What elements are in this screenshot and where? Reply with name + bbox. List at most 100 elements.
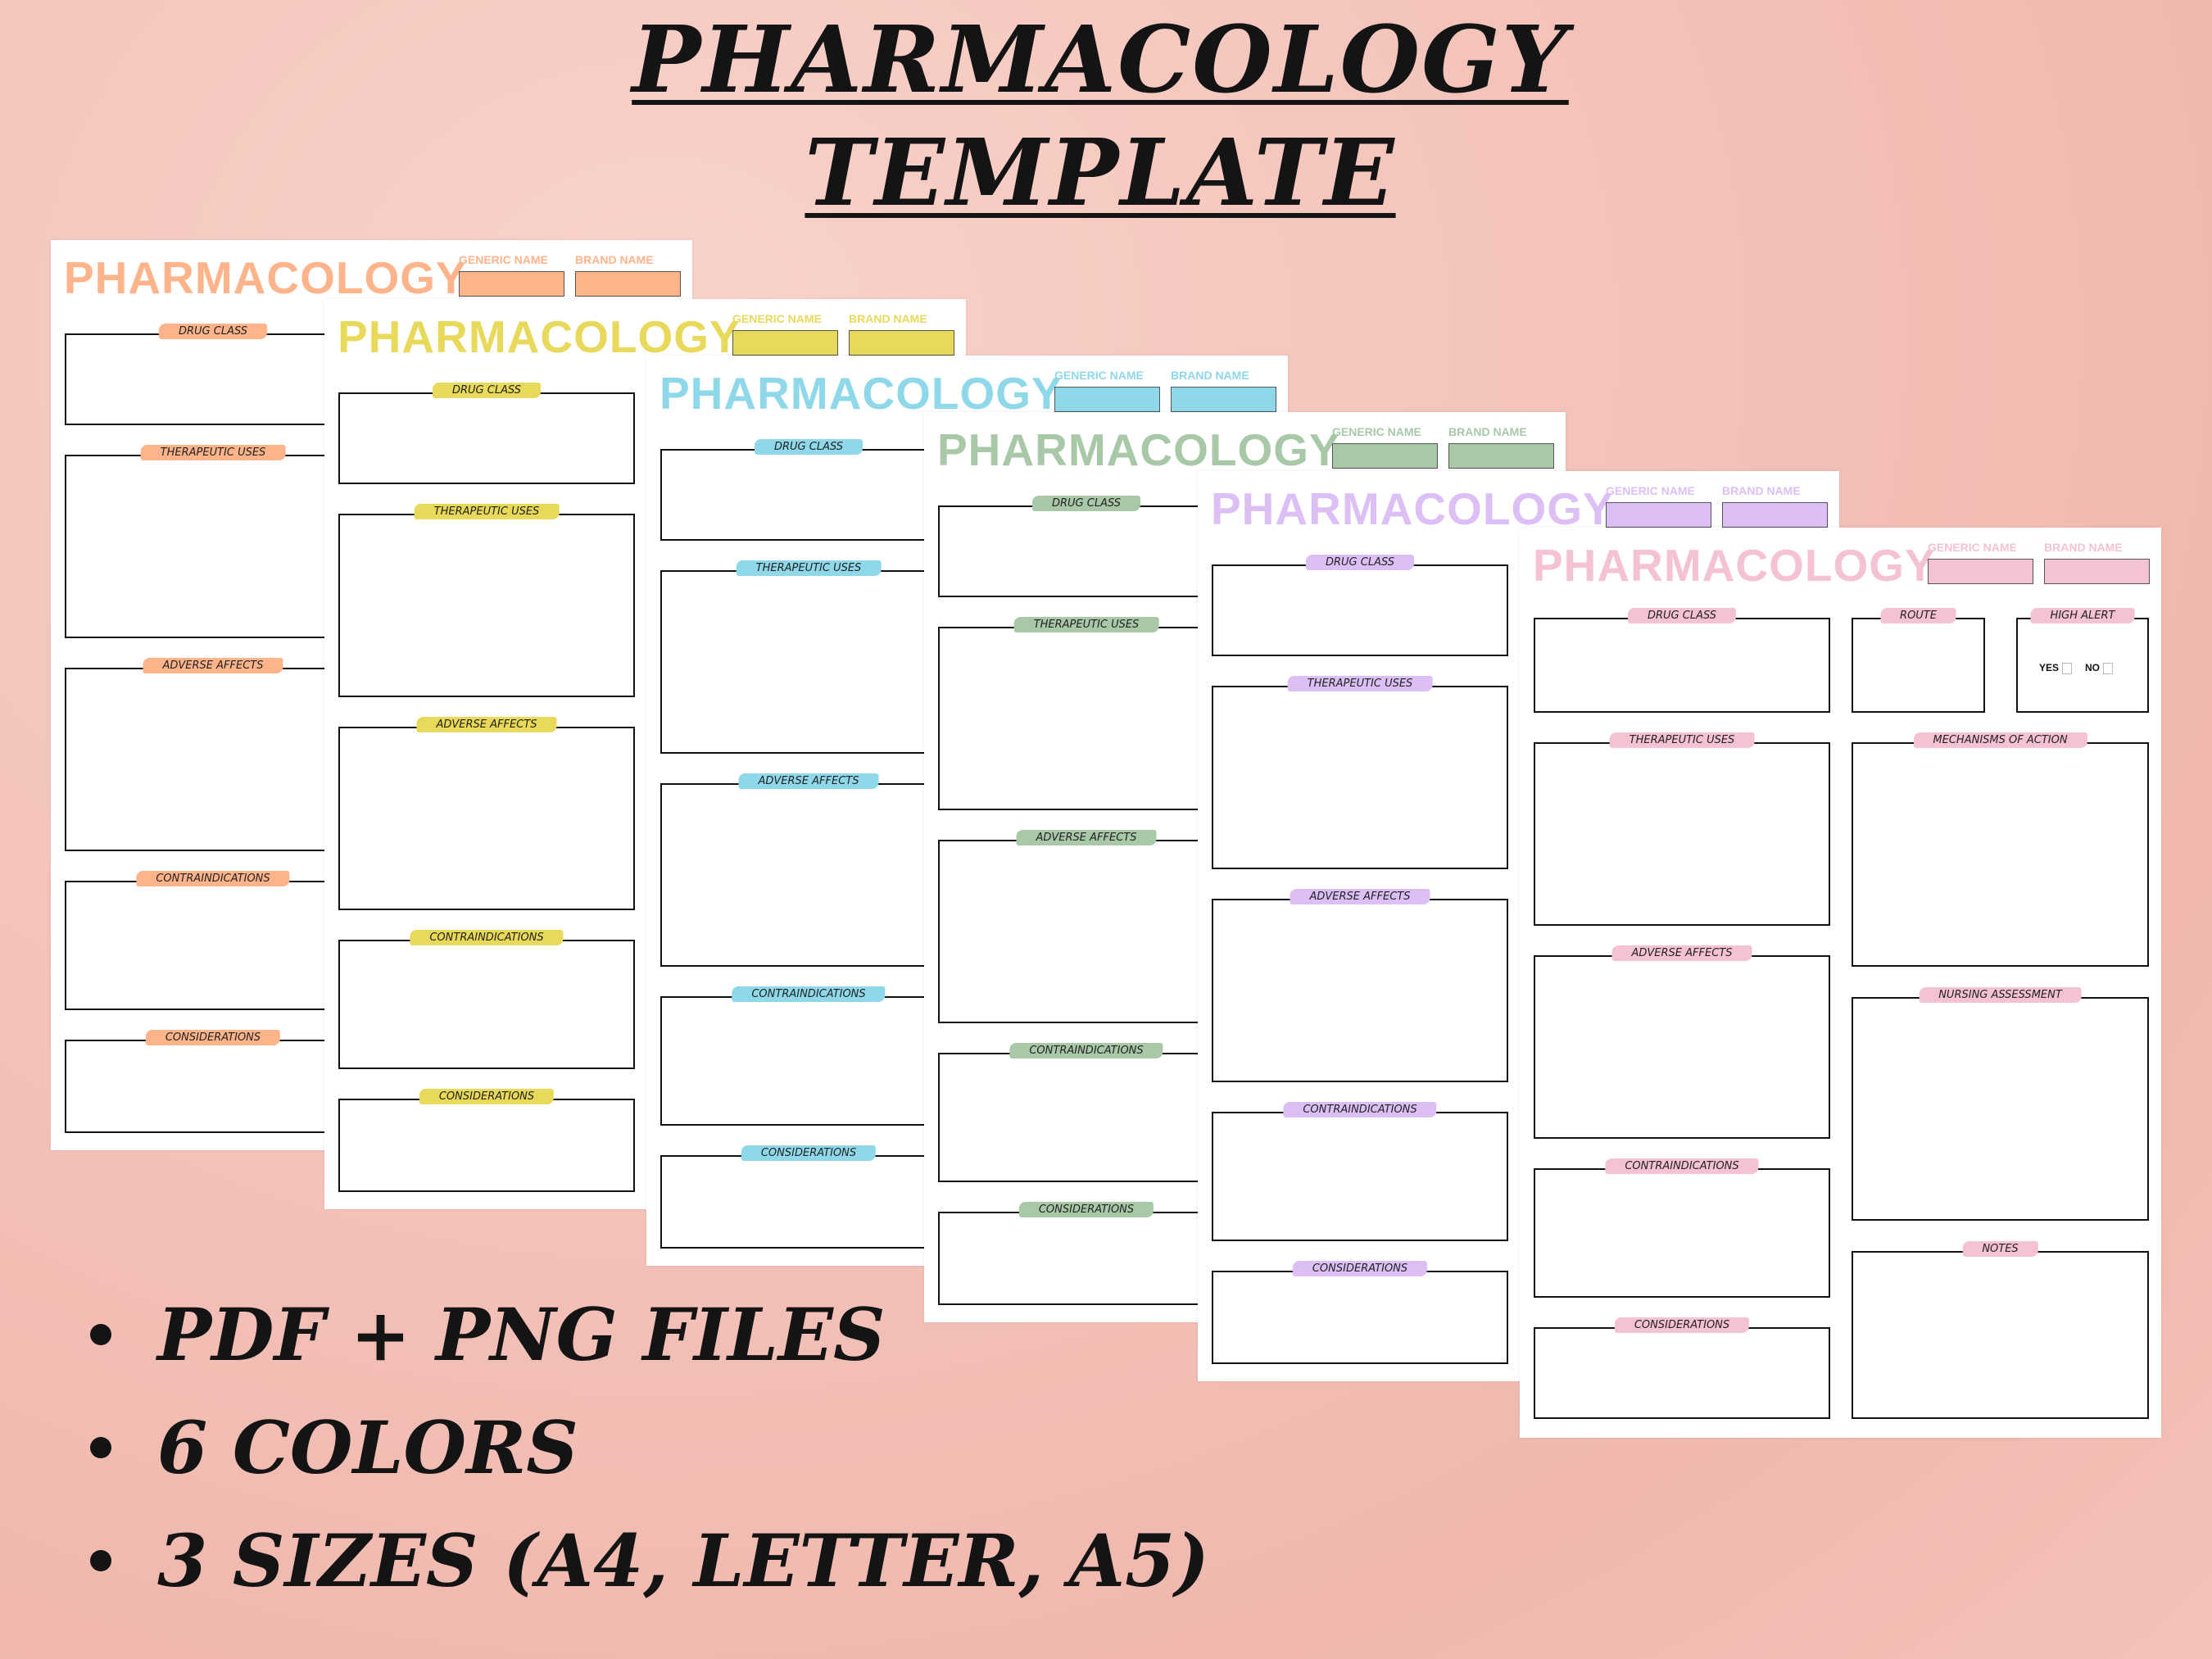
section-label: CONSIDERATIONS — [1292, 1261, 1428, 1276]
section-box[interactable]: THERAPEUTIC USES — [65, 445, 361, 638]
section-label: DRUG CLASS — [1031, 496, 1141, 511]
section-label: DRUG CLASS — [754, 439, 863, 455]
section-box[interactable]: CONSIDERATIONS — [65, 1030, 361, 1133]
headline-line-1: PHARMACOLOGY — [632, 7, 1569, 114]
section-label: CONTRAINDICATIONS — [1009, 1043, 1163, 1058]
brand-name-field[interactable] — [575, 271, 681, 297]
section-label: NURSING ASSESSMENT — [1919, 987, 2082, 1003]
section-label: CONSIDERATIONS — [145, 1030, 281, 1045]
yes-label: YES — [2038, 662, 2059, 673]
section-box[interactable]: ADVERSE AFFECTS — [338, 717, 635, 910]
section-box[interactable]: DRUG CLASS — [65, 324, 361, 425]
headline-line-2: TEMPLATE — [805, 120, 1396, 227]
section-label: ROUTE — [1880, 608, 1956, 623]
generic-name-field[interactable] — [1928, 559, 2033, 584]
section-label: THERAPEUTIC USES — [736, 560, 882, 576]
section-label: CONTRAINDICATIONS — [410, 930, 564, 945]
section-box[interactable]: CONSIDERATIONS — [660, 1145, 957, 1249]
section-box[interactable]: DRUG CLASS — [938, 496, 1235, 597]
generic-name-field[interactable] — [732, 330, 838, 356]
template-sheet: PHARMACOLOGY GENERIC NAME BRAND NAME DRUG C… — [1520, 528, 2161, 1438]
section-box[interactable]: ADVERSE AFFECTS — [65, 658, 361, 851]
brand-name-label: BRAND NAME — [575, 253, 654, 266]
sheet-title: PHARMACOLOGY — [937, 424, 1340, 475]
section-label: DRUG CLASS — [1627, 608, 1737, 623]
brand-name-label: BRAND NAME — [849, 312, 927, 325]
sheet-title: PHARMACOLOGY — [1533, 540, 1936, 591]
section-box[interactable]: CONSIDERATIONS — [938, 1202, 1235, 1305]
section-box[interactable]: ADVERSE AFFECTS — [660, 773, 957, 967]
section-box[interactable]: ADVERSE AFFECTS — [1212, 889, 1508, 1082]
generic-name-field[interactable] — [1606, 502, 1711, 528]
generic-name-field[interactable] — [459, 271, 564, 297]
section-box[interactable]: CONTRAINDICATIONS — [1534, 1158, 1830, 1298]
bullet-icon — [90, 1550, 111, 1571]
brand-name-field[interactable] — [2044, 559, 2150, 584]
generic-name-field[interactable] — [1332, 443, 1438, 469]
feature-list: PDF + PNG FILES 6 COLORS 3 SIZES (A4, LE… — [90, 1278, 1209, 1617]
brand-name-field[interactable] — [1722, 502, 1828, 528]
section-box[interactable]: NURSING ASSESSMENT — [1852, 987, 2149, 1221]
no-label: NO — [2085, 662, 2100, 673]
section-box[interactable]: DRUG CLASS — [1534, 608, 1830, 713]
brand-name-field[interactable] — [1448, 443, 1554, 469]
section-label: HIGH ALERT — [2030, 608, 2135, 623]
section-label: CONSIDERATIONS — [1614, 1317, 1750, 1333]
section-box[interactable]: CONSIDERATIONS — [338, 1089, 635, 1192]
section-label: DRUG CLASS — [1305, 555, 1415, 570]
feature-item: 3 SIZES (A4, LETTER, A5) — [90, 1504, 1209, 1617]
section-box[interactable]: HIGH ALERT YES NO — [2016, 608, 2149, 713]
section-label: NOTES — [1962, 1241, 2038, 1257]
section-box[interactable]: THERAPEUTIC USES — [1212, 676, 1508, 869]
feature-item: PDF + PNG FILES — [90, 1278, 1209, 1391]
feature-text: 3 SIZES (A4, LETTER, A5) — [157, 1518, 1209, 1603]
section-box[interactable]: MECHANISMS OF ACTION — [1852, 732, 2149, 967]
yes-checkbox[interactable] — [2062, 662, 2072, 674]
section-box[interactable]: CONSIDERATIONS — [1534, 1317, 1830, 1419]
section-box[interactable]: THERAPEUTIC USES — [938, 617, 1235, 810]
sheet-title: PHARMACOLOGY — [1211, 483, 1614, 534]
section-label: CONSIDERATIONS — [741, 1145, 877, 1161]
section-label: THERAPEUTIC USES — [1013, 617, 1159, 632]
brand-name-label: BRAND NAME — [1171, 369, 1249, 382]
no-checkbox[interactable] — [2103, 662, 2113, 674]
brand-name-label: BRAND NAME — [2044, 541, 2123, 554]
section-label: THERAPEUTIC USES — [140, 445, 286, 460]
section-box[interactable]: DRUG CLASS — [660, 439, 957, 541]
generic-name-label: GENERIC NAME — [1606, 484, 1695, 497]
section-box[interactable]: ROUTE — [1852, 608, 1985, 713]
section-label: THERAPEUTIC USES — [1609, 732, 1755, 748]
section-label: CONTRAINDICATIONS — [136, 871, 290, 886]
section-label: ADVERSE AFFECTS — [1611, 945, 1752, 961]
section-box[interactable]: THERAPEUTIC USES — [338, 504, 635, 697]
section-label: CONTRAINDICATIONS — [732, 986, 886, 1002]
section-label: THERAPEUTIC USES — [414, 504, 560, 519]
bullet-icon — [90, 1437, 111, 1458]
generic-name-label: GENERIC NAME — [459, 253, 548, 266]
brand-name-field[interactable] — [849, 330, 954, 356]
brand-name-label: BRAND NAME — [1722, 484, 1801, 497]
generic-name-field[interactable] — [1054, 387, 1160, 412]
section-box[interactable]: CONTRAINDICATIONS — [660, 986, 957, 1126]
section-box[interactable]: ADVERSE AFFECTS — [938, 830, 1235, 1023]
section-box[interactable]: CONTRAINDICATIONS — [938, 1043, 1235, 1182]
section-label: ADVERSE AFFECTS — [1016, 830, 1157, 845]
feature-text: PDF + PNG FILES — [157, 1292, 886, 1377]
section-box[interactable]: CONTRAINDICATIONS — [1212, 1102, 1508, 1241]
brand-name-field[interactable] — [1171, 387, 1276, 412]
section-box[interactable]: CONSIDERATIONS — [1212, 1261, 1508, 1364]
section-box[interactable]: ADVERSE AFFECTS — [1534, 945, 1830, 1139]
section-label: CONTRAINDICATIONS — [1605, 1158, 1759, 1174]
section-box[interactable]: NOTES — [1852, 1241, 2149, 1419]
section-box[interactable]: CONTRAINDICATIONS — [65, 871, 361, 1010]
sheet-title: PHARMACOLOGY — [660, 368, 1063, 419]
feature-item: 6 COLORS — [90, 1391, 1209, 1504]
generic-name-label: GENERIC NAME — [1928, 541, 2017, 554]
section-label: DRUG CLASS — [158, 324, 268, 339]
section-box[interactable]: CONTRAINDICATIONS — [338, 930, 635, 1069]
section-box[interactable]: DRUG CLASS — [1212, 555, 1508, 656]
section-box[interactable]: DRUG CLASS — [338, 383, 635, 484]
section-box[interactable]: THERAPEUTIC USES — [1534, 732, 1830, 926]
section-box[interactable]: THERAPEUTIC USES — [660, 560, 957, 754]
brand-name-label: BRAND NAME — [1448, 425, 1527, 438]
